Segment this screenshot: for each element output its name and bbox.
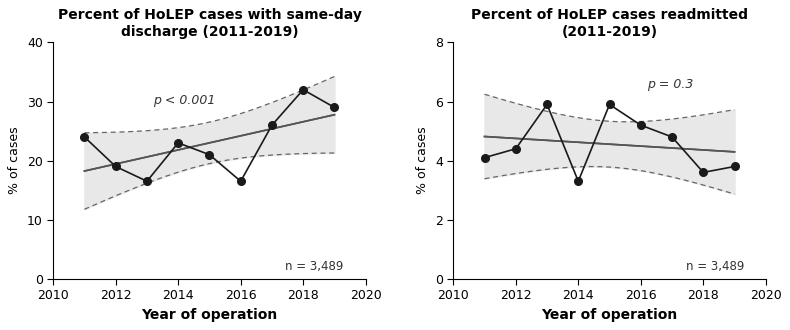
X-axis label: Year of operation: Year of operation [141,308,277,322]
Y-axis label: % of cases: % of cases [9,127,21,194]
Text: p = 0.3: p = 0.3 [647,78,694,91]
Text: n = 3,489: n = 3,489 [285,260,344,273]
Y-axis label: % of cases: % of cases [416,127,429,194]
Title: Percent of HoLEP cases with same-day
discharge (2011-2019): Percent of HoLEP cases with same-day dis… [58,8,361,39]
Text: p < 0.001: p < 0.001 [153,94,216,108]
Text: n = 3,489: n = 3,489 [686,260,744,273]
Title: Percent of HoLEP cases readmitted
(2011-2019): Percent of HoLEP cases readmitted (2011-… [471,8,748,39]
X-axis label: Year of operation: Year of operation [541,308,678,322]
